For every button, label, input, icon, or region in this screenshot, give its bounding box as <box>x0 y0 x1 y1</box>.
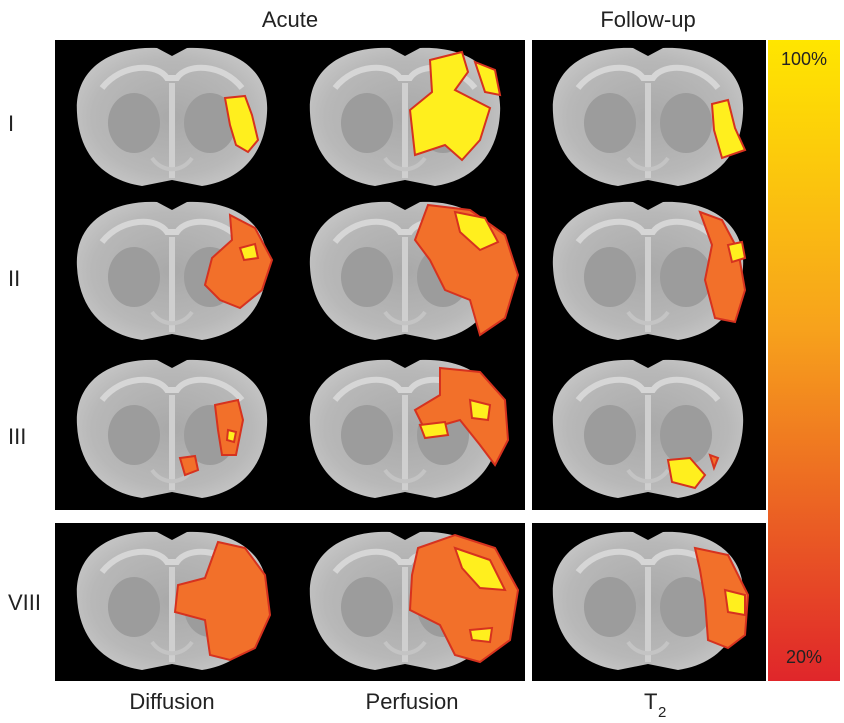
row-label: VIII <box>8 590 41 615</box>
colorbar-label: 20% <box>786 647 822 667</box>
colorbar <box>768 40 840 681</box>
column-label: Diffusion <box>129 689 214 714</box>
group-label: Follow-up <box>600 7 695 32</box>
column-label: T <box>644 689 657 714</box>
column-label-subscript: 2 <box>658 704 666 721</box>
row-label: III <box>8 424 26 449</box>
figure: Acute Follow-up I II III VIII Diffusion … <box>0 0 844 723</box>
row-label: II <box>8 266 20 291</box>
group-label: Acute <box>262 7 318 32</box>
column-label: Perfusion <box>366 689 459 714</box>
row-label: I <box>8 111 14 136</box>
colorbar-label: 100% <box>781 49 827 69</box>
